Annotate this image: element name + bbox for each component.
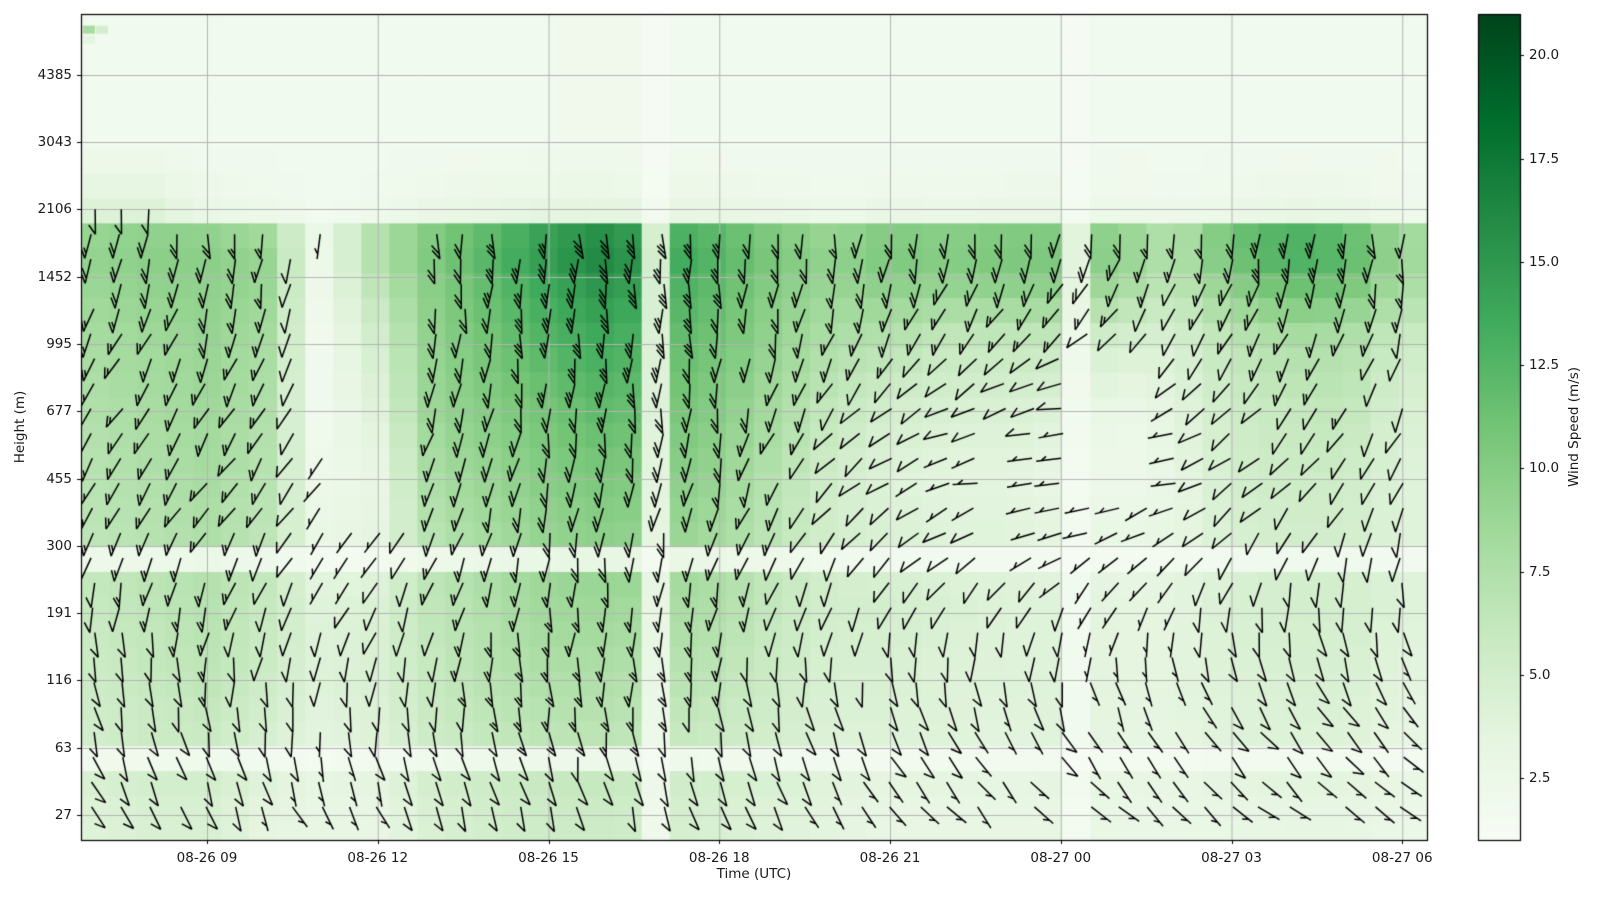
y-tick-label: 4385 <box>37 66 72 83</box>
colorbar-label: Wind Speed (m/s) <box>1566 366 1582 488</box>
x-tick-label: 08-26 18 <box>688 850 750 866</box>
colorbar-tick-label: 20.0 <box>1529 47 1560 64</box>
y-tick-label: 3043 <box>37 134 72 150</box>
x-axis-label: Time (UTC) <box>716 866 792 882</box>
x-tick-label: 08-26 09 <box>176 850 238 866</box>
y-tick-label: 455 <box>46 470 72 487</box>
y-tick-label: 27 <box>54 807 72 823</box>
colorbar-tick-label: 17.5 <box>1529 150 1560 167</box>
x-tick-label: 08-27 06 <box>1371 850 1433 866</box>
y-tick-label: 300 <box>46 537 72 554</box>
y-tick-label: 116 <box>46 672 72 689</box>
x-tick-label: 08-26 12 <box>347 850 409 866</box>
y-tick-label: 63 <box>54 739 72 756</box>
y-tick-label: 677 <box>46 403 72 420</box>
colorbar-tick-label: 5.0 <box>1529 666 1551 683</box>
colorbar-tick-label: 10.0 <box>1529 460 1560 477</box>
colorbar-tick-label: 7.5 <box>1529 563 1551 580</box>
y-tick-label: 2106 <box>37 201 72 218</box>
y-tick-label: 1452 <box>37 268 72 285</box>
colorbar-tick-label: 2.5 <box>1529 770 1551 787</box>
colorbar-tick-label: 12.5 <box>1529 357 1560 374</box>
y-tick-label: 995 <box>46 335 72 352</box>
x-tick-label: 08-27 00 <box>1030 850 1092 866</box>
x-tick-label: 08-26 15 <box>518 850 579 866</box>
x-tick-label: 08-26 21 <box>859 850 921 866</box>
x-tick-label: 08-27 03 <box>1201 850 1262 866</box>
colorbar-tick-label: 15.0 <box>1529 253 1560 270</box>
y-tick-label: 191 <box>46 605 72 622</box>
